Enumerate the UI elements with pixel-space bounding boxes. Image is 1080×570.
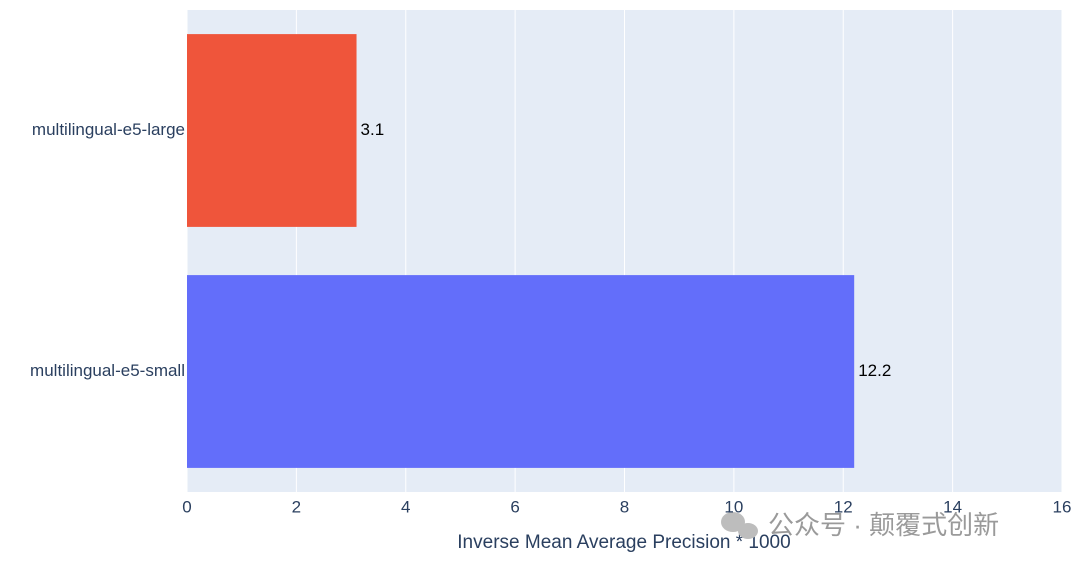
x-tick-label: 8 (620, 497, 629, 516)
x-tick-label: 0 (182, 497, 191, 516)
x-tick-label: 12 (834, 497, 853, 516)
value-label: 12.2 (858, 361, 891, 380)
x-tick-label: 10 (724, 497, 743, 516)
x-tick-label: 14 (943, 497, 962, 516)
watermark-icon (721, 512, 758, 539)
x-axis-title: Inverse Mean Average Precision * 1000 (457, 532, 790, 553)
y-tick-label: multilingual-e5-large (32, 120, 185, 139)
x-tick-label: 4 (401, 497, 410, 516)
x-tick-label: 6 (510, 497, 519, 516)
x-tick-label: 2 (292, 497, 301, 516)
watermark: 公众号 · 颠覆式创新 (768, 510, 999, 540)
x-tick-label: 16 (1053, 497, 1072, 516)
bar (187, 275, 855, 468)
bar (187, 34, 357, 227)
y-tick-label: multilingual-e5-small (30, 361, 185, 380)
value-label: 3.1 (361, 120, 385, 139)
